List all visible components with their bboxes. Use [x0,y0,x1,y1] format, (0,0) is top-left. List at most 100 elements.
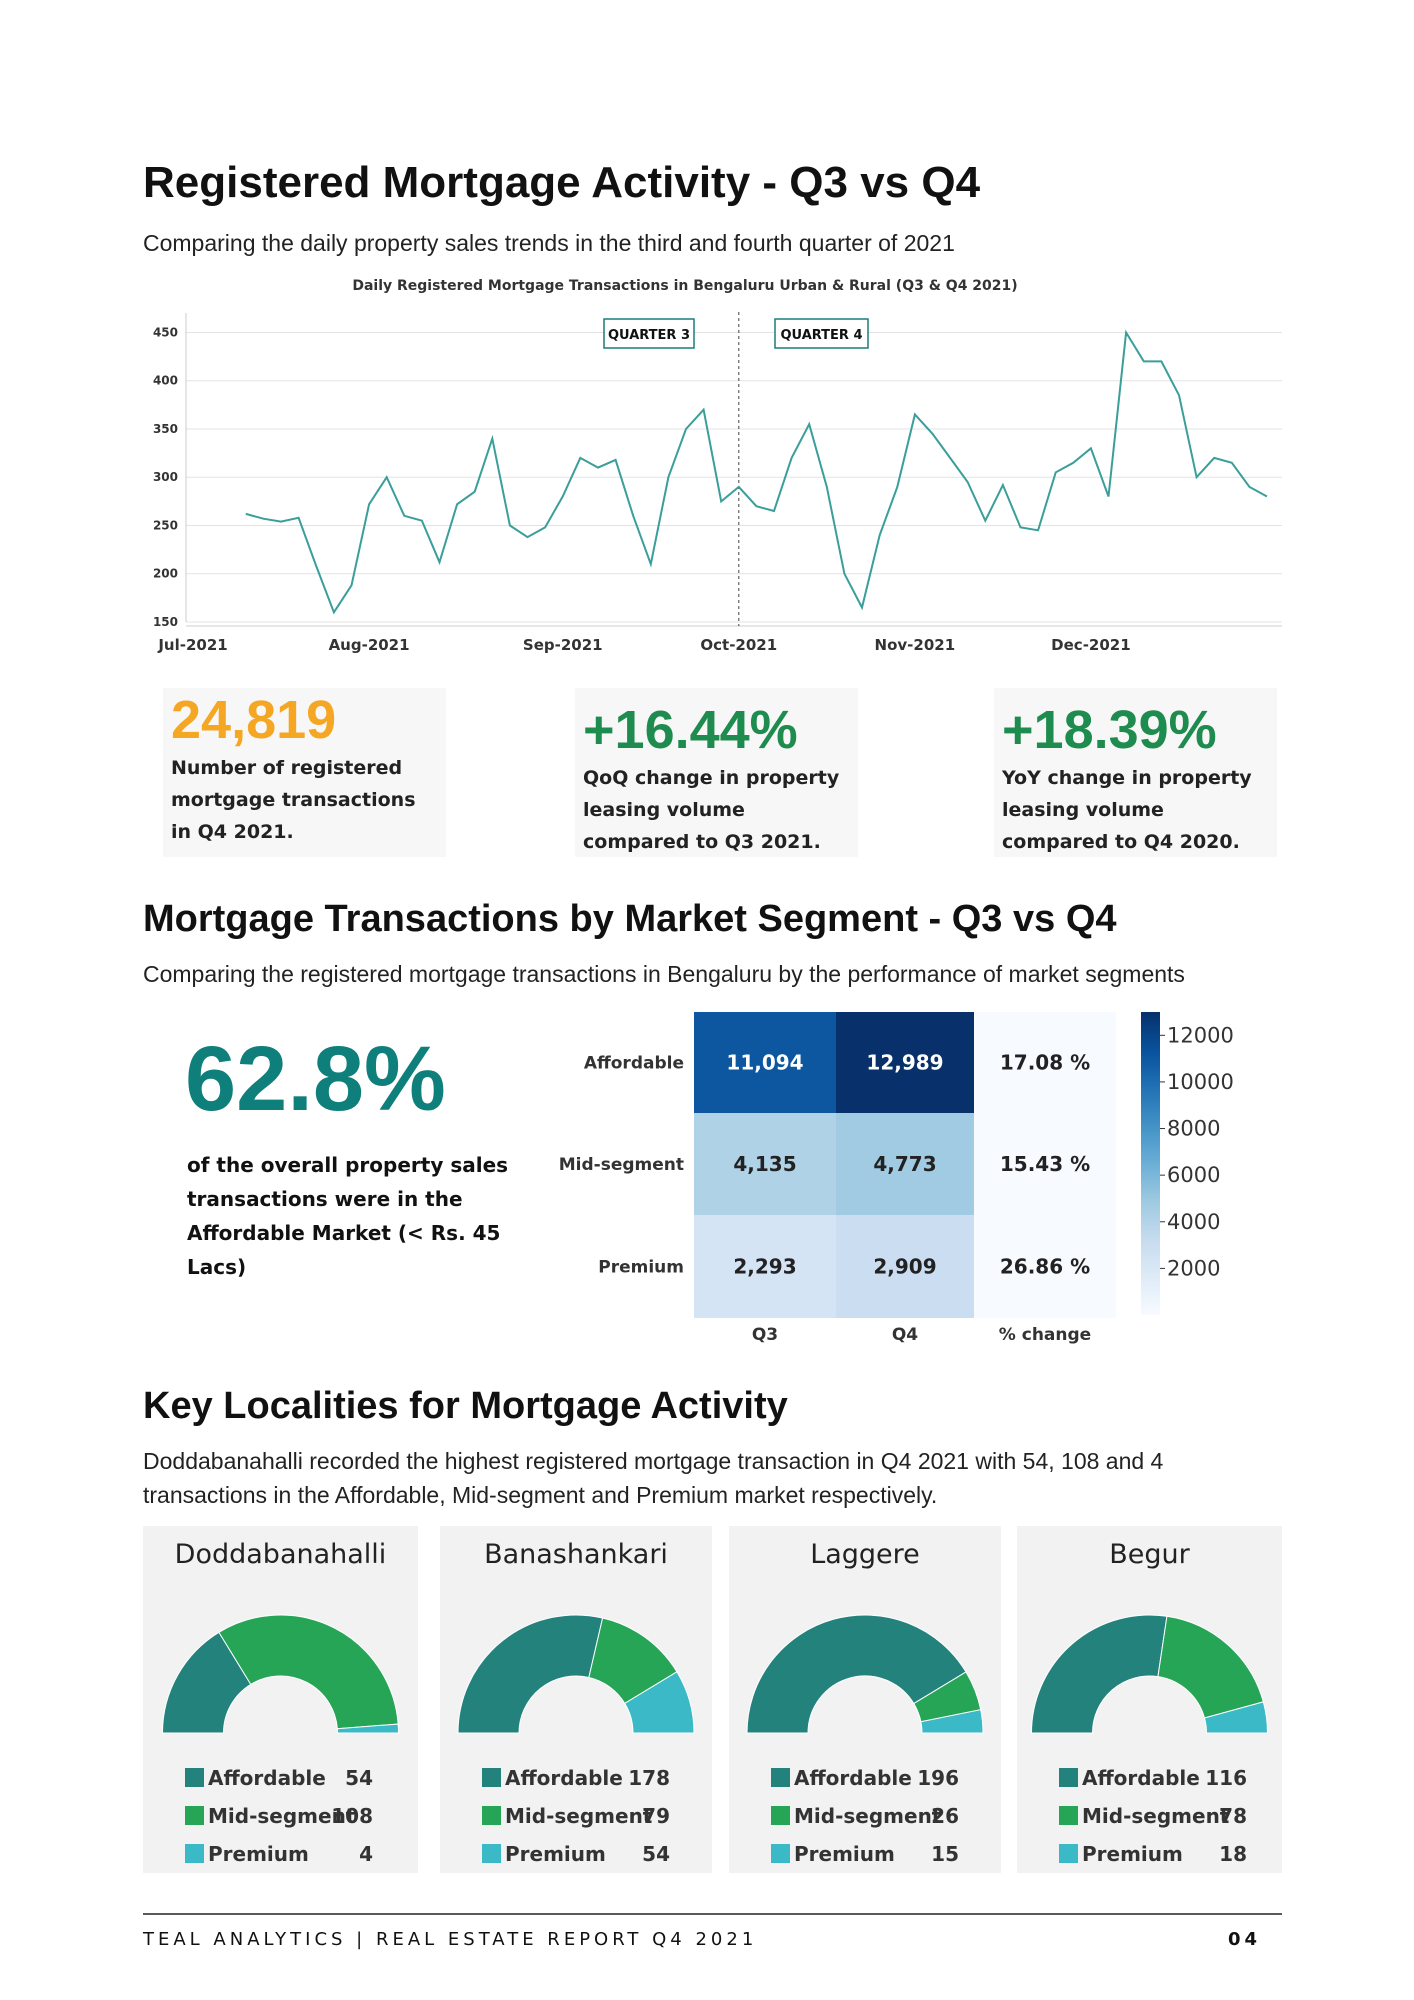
legend-label: Affordable [505,1766,623,1790]
highlight-text: of the overall property sales transactio… [187,1153,509,1279]
colorbar-tick-label: 10000 [1167,1070,1234,1094]
colorbar-tick-label: 6000 [1167,1163,1220,1187]
y-tick-label: 150 [153,615,178,629]
page-title: Registered Mortgage Activity - Q3 vs Q4 [143,158,981,207]
donut-segment [624,1671,695,1734]
heatmap-cell [836,1012,974,1113]
legend-swatch [1059,1844,1078,1863]
section-title: Mortgage Transactions by Market Segment … [143,898,1117,940]
legend-value: 15 [931,1842,959,1866]
donut-segment [746,1614,967,1734]
legend-value: 178 [628,1766,670,1790]
annotation: QUARTER 4 [780,328,862,343]
legend-label: Premium [1082,1842,1183,1866]
locality-title: Banashankari [484,1539,668,1570]
cell-label: 2,909 [873,1255,936,1279]
cell-label: 12,989 [866,1051,943,1075]
colorbar-tick-label: 8000 [1167,1117,1220,1141]
legend-label: Mid-segment [505,1804,653,1828]
legend-swatch [185,1768,204,1787]
legend-value: 79 [642,1804,670,1828]
y-tick-label: 300 [153,470,178,484]
section-subtitle: Comparing the registered mortgage transa… [143,961,1185,987]
legend-swatch [771,1806,790,1825]
heatmap-cell [836,1215,974,1318]
chart-title: Daily Registered Mortgage Transactions i… [352,278,1017,294]
cell-label: 17.08 % [1000,1051,1090,1075]
stat-value: +16.44% [583,700,798,760]
donut-segment [1030,1614,1168,1734]
legend-swatch [1059,1768,1078,1787]
legend-swatch [482,1844,501,1863]
heatmap-cell [974,1113,1116,1215]
legend-value: 26 [931,1804,959,1828]
column-label: Q3 [752,1325,778,1345]
stat-text: QoQ change in property leasing volume co… [583,767,840,853]
y-tick-label: 400 [153,374,178,388]
donut-segment [1203,1701,1269,1734]
legend-value: 196 [917,1766,959,1790]
stat-text: YoY change in property leasing volume co… [1002,767,1252,853]
footer-right: 04 [1228,1929,1262,1950]
locality-title: Doddabanahalli [175,1539,387,1570]
donut-segment [218,1614,399,1730]
locality-title: Laggere [810,1539,920,1570]
annotation: QUARTER 3 [608,328,690,343]
cell-label: 2,293 [733,1255,796,1279]
donut-segment [457,1614,604,1734]
y-tick-label: 200 [153,567,178,581]
legend-swatch [1059,1806,1078,1825]
colorbar-tick-label: 12000 [1167,1023,1234,1047]
column-label: Q4 [892,1325,918,1345]
legend-swatch [482,1806,501,1825]
x-tick-label: Sep-2021 [523,636,603,654]
legend-swatch [771,1844,790,1863]
annotation-box [603,318,695,349]
legend-label: Affordable [1082,1766,1200,1790]
x-tick-label: Jul-2021 [157,636,227,654]
stat-text: Number of registered mortgage transactio… [171,757,416,843]
donut-segment [920,1709,984,1734]
legend-label: Affordable [794,1766,912,1790]
heatmap-cell [836,1113,974,1215]
legend-value: 78 [1219,1804,1247,1828]
heatmap-cell [694,1012,836,1113]
stat-card: +18.39% YoY change in property leasing v… [994,688,1277,857]
legend-swatch [185,1806,204,1825]
row-label: Mid-segment [559,1155,684,1175]
legend-value: 4 [359,1842,373,1866]
heatmap-cell [694,1113,836,1215]
legend-value: 116 [1205,1766,1247,1790]
legend-label: Premium [208,1842,309,1866]
stat-card: 24,819 Number of registered mortgage tra… [163,688,446,857]
heatmap-cell [694,1215,836,1318]
legend-label: Mid-segment [794,1804,942,1828]
locality-title: Begur [1109,1539,1190,1570]
highlight-value: 62.8% [185,1028,446,1130]
y-tick-label: 250 [153,518,178,532]
line-series [245,329,1268,615]
legend-value: 18 [1219,1842,1247,1866]
row-label: Affordable [584,1054,684,1074]
y-tick-label: 350 [153,422,178,436]
cell-label: 4,135 [733,1152,796,1176]
legend-value: 54 [642,1842,670,1866]
donut-segment [1157,1615,1264,1719]
donut-segment [336,1723,400,1734]
legend-value: 54 [345,1766,373,1790]
legend-label: Affordable [208,1766,326,1790]
y-tick-label: 450 [153,325,178,339]
section-subtitle: Doddabanahalli recorded the highest regi… [143,1448,1164,1508]
x-tick-label: Dec-2021 [1051,636,1131,654]
annotation-box [774,318,869,349]
colorbar [1141,1012,1160,1315]
legend-label: Premium [794,1842,895,1866]
cell-label: 15.43 % [1000,1152,1090,1176]
stat-card: +16.44% QoQ change in property leasing v… [575,688,858,857]
section-title: Key Localities for Mortgage Activity [143,1385,788,1427]
cell-label: 26.86 % [1000,1255,1090,1279]
stat-value: +18.39% [1002,700,1217,760]
cell-label: 4,773 [873,1152,936,1176]
